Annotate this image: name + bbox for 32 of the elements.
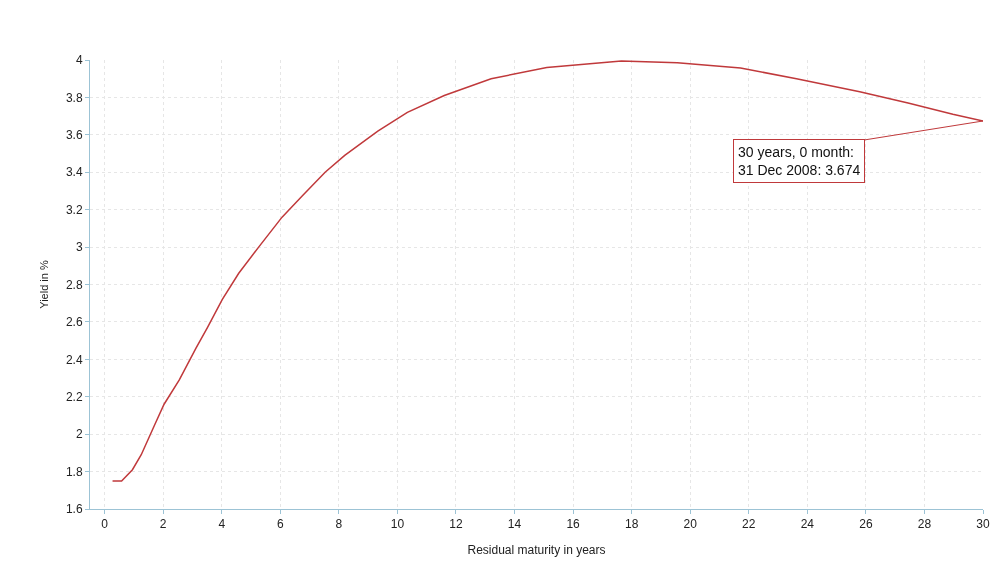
x-tick-label: 6 <box>276 517 284 532</box>
x-tick-label: 22 <box>742 517 756 532</box>
y-tick-label: 2.4 <box>65 352 83 367</box>
y-tick-label: 1.8 <box>65 464 83 479</box>
x-tick-label: 4 <box>218 517 226 532</box>
x-tick-label: 26 <box>859 517 873 532</box>
y-tick-label: 1.6 <box>65 502 83 517</box>
y-tick-label: 3.4 <box>65 165 83 180</box>
x-tick-label: 18 <box>624 517 639 532</box>
y-tick-label: 2 <box>75 427 83 442</box>
y-tick-label: 4 <box>75 53 83 68</box>
x-tick-label: 14 <box>507 517 522 532</box>
x-tick-label: 24 <box>800 517 815 532</box>
x-tick-label: 0 <box>101 517 109 532</box>
y-tick-label: 2.8 <box>65 277 83 292</box>
x-tick-label: 30 <box>976 517 990 532</box>
x-tick-label: 20 <box>683 517 698 532</box>
x-tick-label: 2 <box>159 517 167 532</box>
y-tick-label: 3.2 <box>65 202 83 217</box>
y-tick-label: 2.6 <box>65 315 83 330</box>
annotation: 30 years, 0 month: 31 Dec 2008: 3.674 <box>738 144 861 179</box>
x-tick-label: 28 <box>917 517 932 532</box>
y-tick-label: 3.8 <box>65 90 83 105</box>
x-axis-title: Residual maturity in years <box>467 543 606 558</box>
x-tick-label: 8 <box>335 517 343 532</box>
x-tick-label: 12 <box>449 517 463 532</box>
y-tick-label: 3 <box>75 240 83 255</box>
x-tick-label: 16 <box>566 517 581 532</box>
x-tick-label: 10 <box>390 517 405 532</box>
y-tick-label: 3.6 <box>65 128 83 143</box>
y-tick-label: 2.2 <box>65 389 83 404</box>
y-axis-title: Yield in % <box>37 260 50 309</box>
